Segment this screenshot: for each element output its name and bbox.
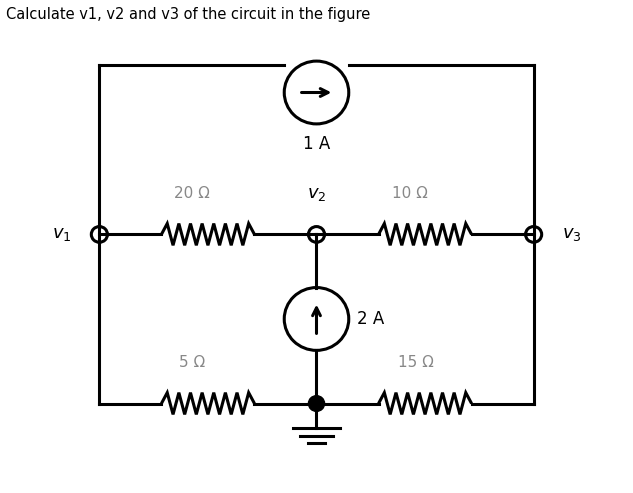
Text: Calculate v1, v2 and v3 of the circuit in the figure: Calculate v1, v2 and v3 of the circuit i… — [6, 7, 370, 22]
Text: 2 A: 2 A — [357, 310, 384, 328]
Circle shape — [308, 396, 325, 411]
Text: $v_3$: $v_3$ — [561, 225, 581, 244]
Text: 15 Ω: 15 Ω — [398, 355, 434, 370]
Text: 10 Ω: 10 Ω — [392, 186, 427, 201]
Text: $v_1$: $v_1$ — [52, 225, 72, 244]
Text: 5 Ω: 5 Ω — [179, 355, 206, 370]
Text: 1 A: 1 A — [303, 135, 330, 153]
Text: 20 Ω: 20 Ω — [175, 186, 210, 201]
Text: $v_2$: $v_2$ — [307, 185, 326, 203]
